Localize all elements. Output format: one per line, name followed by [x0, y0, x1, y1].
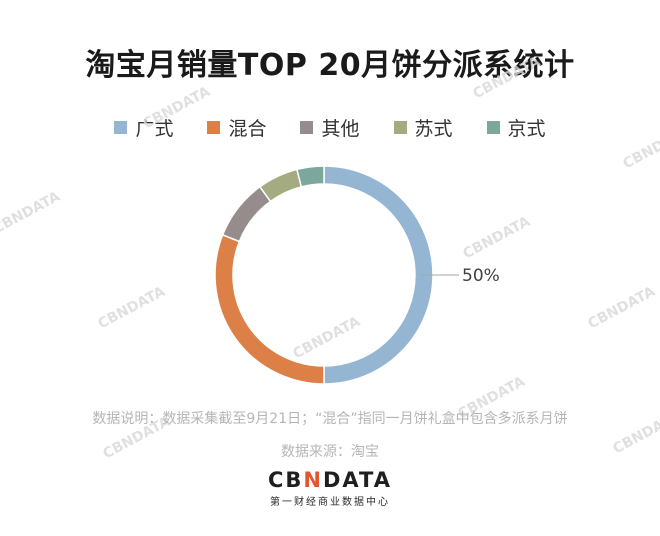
slice-其他 [221, 185, 272, 243]
slice-混合 [214, 233, 325, 385]
legend-item-jingshi: 京式 [486, 114, 546, 141]
legend-item-sushi: 苏式 [393, 114, 453, 141]
logo-text-before: CB [267, 468, 304, 492]
legend-label: 其他 [321, 118, 360, 140]
slice-苏式 [258, 168, 303, 203]
logo-text-accent: N [303, 468, 323, 492]
data-label: 50% [462, 266, 500, 286]
data-source: 数据来源：淘宝 [281, 444, 379, 460]
legend-swatch [207, 121, 221, 134]
legend-swatch [486, 121, 500, 134]
legend-label: 混合 [228, 118, 267, 140]
logo-text: CBNDATA [0, 468, 660, 492]
legend-swatch [300, 121, 314, 134]
legend-swatch [114, 121, 128, 134]
legend-label: 广式 [135, 118, 174, 140]
legend-swatch [393, 121, 407, 134]
chart-title: 淘宝月销量TOP 20月饼分派系统计 [85, 48, 575, 83]
legend: 广式 混合 其他 苏式 京式 [0, 114, 660, 141]
legend-label: 京式 [507, 118, 546, 140]
legend-label: 苏式 [414, 118, 453, 140]
legend-item-qita: 其他 [300, 114, 360, 141]
slice-京式 [295, 165, 325, 188]
legend-item-guangshi: 广式 [114, 114, 173, 141]
cbndata-logo: CBNDATA 第一财经商业数据中心 [0, 468, 660, 508]
slice-广式 [323, 165, 434, 385]
logo-subtitle: 第一财经商业数据中心 [270, 497, 390, 508]
data-note: 数据说明：数据采集截至9月21日；“混合”指同一月饼礼盒中包含多派系月饼 [92, 411, 568, 427]
logo-text-after: DATA [322, 468, 392, 492]
legend-item-hunhe: 混合 [207, 114, 266, 141]
